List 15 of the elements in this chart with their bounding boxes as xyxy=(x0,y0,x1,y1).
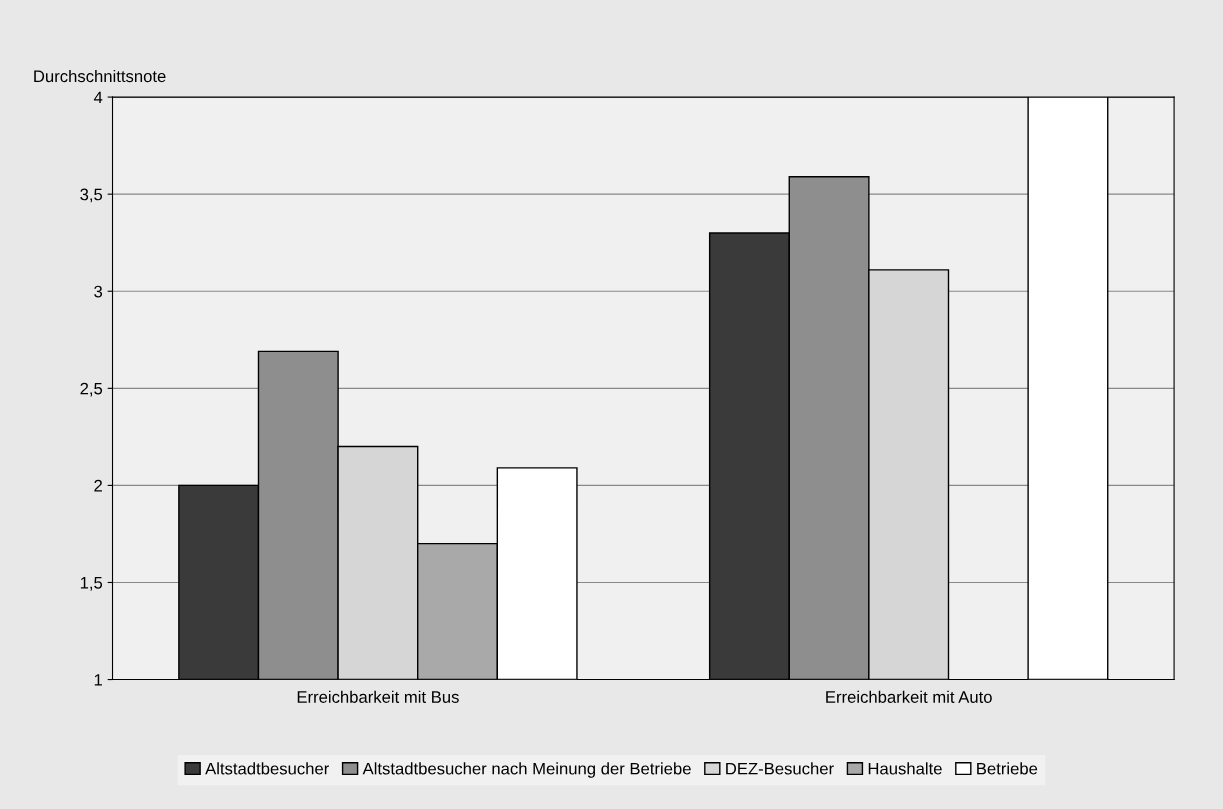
y-tick-label: 2,5 xyxy=(80,382,103,397)
legend-label: Betriebe xyxy=(977,762,1038,775)
y-tick-label: 2 xyxy=(94,479,102,492)
legend-label: Altstadtbesucher nach Meinung der Betriebe xyxy=(362,762,691,778)
y-tick-label: 4 xyxy=(93,91,103,104)
y-tick-label: 1 xyxy=(94,674,102,686)
legend-label: DEZ-Besucher xyxy=(726,762,834,775)
y-tick-label: 1,5 xyxy=(80,577,103,591)
legend-label: Haushalte xyxy=(868,762,942,775)
legend-label: Altstadtbesucher xyxy=(205,762,329,775)
y-tick-label: 3,5 xyxy=(80,188,103,203)
x-tick-label: Erreichbarkeit mit Bus xyxy=(297,690,459,703)
y-tick-label: 3 xyxy=(94,285,103,298)
x-tick-label: Erreichbarkeit mit Auto xyxy=(826,690,992,703)
y-axis-title: Durchschnittsnote xyxy=(34,69,166,83)
